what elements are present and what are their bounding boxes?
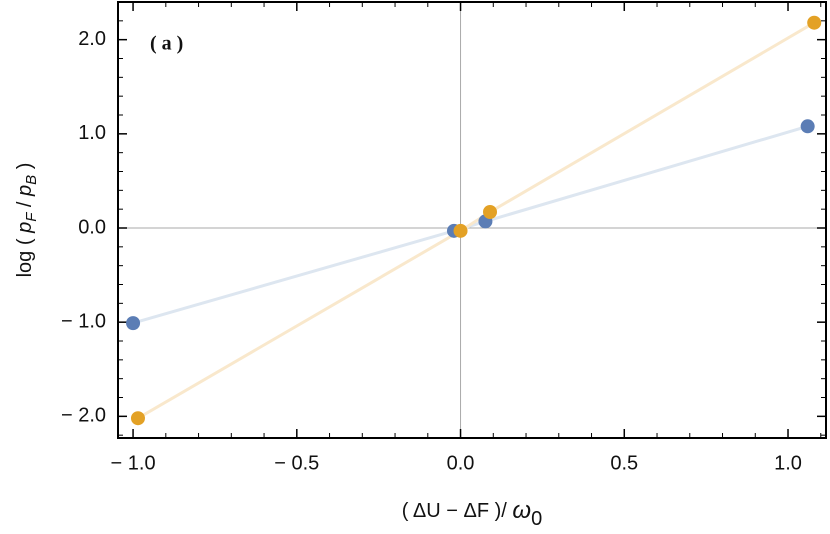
fit-line <box>137 21 815 420</box>
data-point <box>800 119 815 134</box>
plot-frame <box>117 1 827 439</box>
y-label-part: p <box>14 185 36 197</box>
x-label-part: ( ΔU − ΔF )/ <box>402 500 513 522</box>
y-tick-label: 0.0 <box>78 216 106 238</box>
y-label-part: log ( <box>14 233 36 277</box>
data-point <box>807 15 822 30</box>
y-tick-label: 2.0 <box>78 28 106 50</box>
panel-label: ( a ) <box>150 33 183 55</box>
x-axis-label: ( ΔU − ΔF )/ ω0 <box>402 497 542 530</box>
x-tick-label: 0.5 <box>610 452 638 474</box>
y-label-part: ) <box>14 163 36 175</box>
x-label-part: ω <box>512 497 531 524</box>
data-point <box>130 411 145 426</box>
y-label-part: p <box>14 222 36 234</box>
data-point <box>453 223 468 238</box>
y-axis-label: log ( pF / pB ) <box>14 163 40 278</box>
x-tick-label: − 0.5 <box>274 452 319 474</box>
x-tick-label: 1.0 <box>774 452 802 474</box>
x-tick-label: 0.0 <box>447 452 475 474</box>
x-tick-label: − 1.0 <box>111 452 156 474</box>
data-point <box>483 204 498 219</box>
data-point <box>126 316 141 331</box>
x-label-part: 0 <box>531 508 542 530</box>
y-tick-label: − 2.0 <box>61 405 106 427</box>
y-tick-label: − 1.0 <box>61 310 106 332</box>
y-label-part: B <box>23 175 40 185</box>
y-label-part: / <box>14 196 36 213</box>
y-label-part: F <box>23 212 40 222</box>
y-tick-label: 1.0 <box>78 122 106 144</box>
